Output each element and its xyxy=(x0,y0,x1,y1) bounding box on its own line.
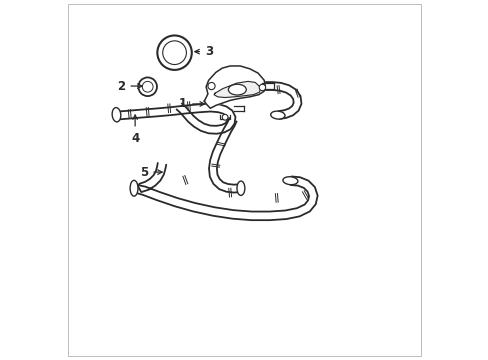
Circle shape xyxy=(207,82,215,90)
Text: 5: 5 xyxy=(140,166,162,179)
Ellipse shape xyxy=(237,181,244,195)
Ellipse shape xyxy=(283,177,297,185)
Text: 4: 4 xyxy=(131,115,139,145)
Ellipse shape xyxy=(270,111,285,119)
Circle shape xyxy=(222,114,227,120)
Ellipse shape xyxy=(228,84,246,95)
Text: 1: 1 xyxy=(179,98,204,111)
Ellipse shape xyxy=(112,108,121,122)
Ellipse shape xyxy=(130,180,138,196)
Polygon shape xyxy=(214,81,260,98)
Text: 3: 3 xyxy=(195,45,213,58)
Circle shape xyxy=(259,84,265,91)
Text: 2: 2 xyxy=(117,80,142,93)
Polygon shape xyxy=(204,66,265,108)
